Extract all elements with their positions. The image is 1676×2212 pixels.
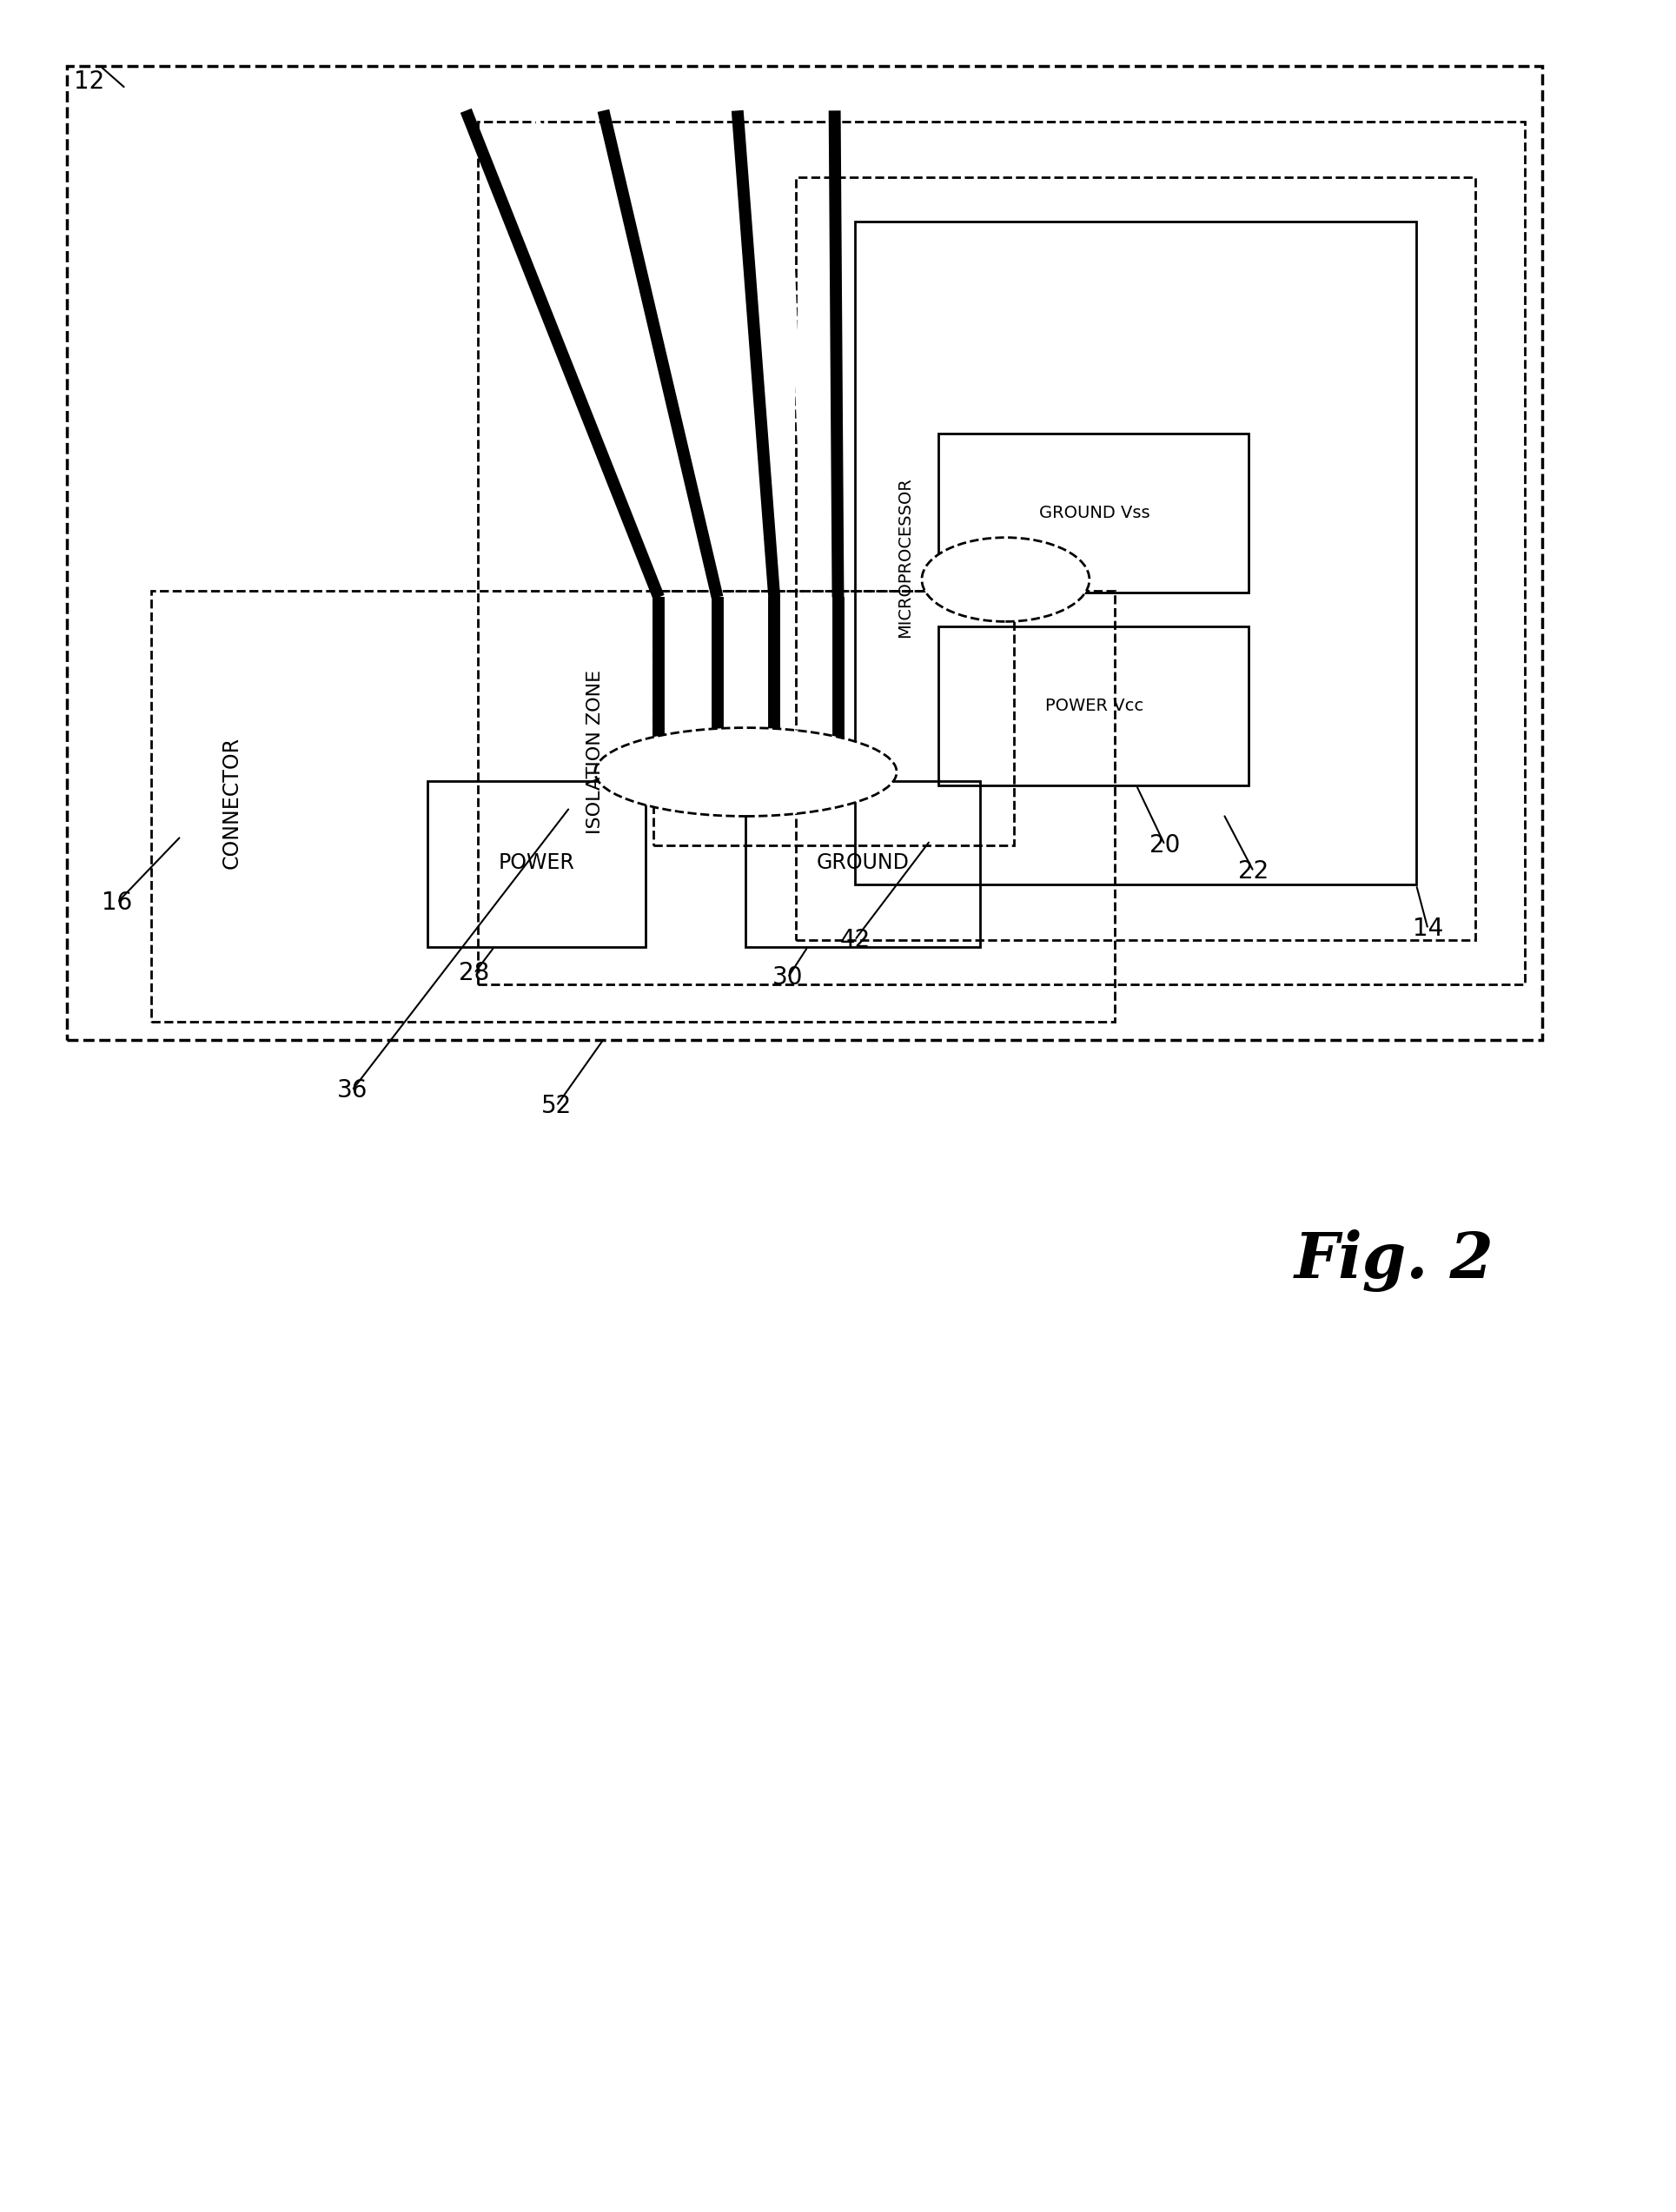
Text: MICROPROCESSOR: MICROPROCESSOR bbox=[897, 478, 913, 637]
Text: 22: 22 bbox=[1239, 860, 1269, 883]
Bar bbox=[654, 591, 1014, 845]
Text: ISOLATION ZONE: ISOLATION ZONE bbox=[587, 670, 603, 834]
Bar bbox=[746, 781, 980, 947]
Ellipse shape bbox=[922, 538, 1089, 622]
Text: GROUND: GROUND bbox=[816, 852, 910, 874]
Text: 42: 42 bbox=[840, 929, 870, 951]
Bar bbox=[151, 591, 1115, 1022]
Bar bbox=[67, 66, 1542, 1040]
Text: CONNECTOR: CONNECTOR bbox=[221, 737, 241, 869]
Text: POWER Vcc: POWER Vcc bbox=[1046, 697, 1143, 714]
Text: 12: 12 bbox=[74, 71, 104, 93]
Ellipse shape bbox=[595, 728, 897, 816]
Text: 16: 16 bbox=[102, 891, 132, 914]
Text: 20: 20 bbox=[1150, 834, 1180, 856]
Text: Fig. 2: Fig. 2 bbox=[1294, 1230, 1495, 1292]
Bar bbox=[939, 626, 1249, 785]
Text: 52: 52 bbox=[541, 1095, 572, 1117]
Text: GROUND Vss: GROUND Vss bbox=[1039, 504, 1150, 522]
Text: POWER: POWER bbox=[498, 852, 575, 874]
Bar bbox=[478, 122, 1525, 984]
Bar bbox=[939, 434, 1249, 593]
Bar bbox=[855, 221, 1416, 885]
Bar bbox=[427, 781, 645, 947]
Text: 28: 28 bbox=[459, 962, 489, 984]
Text: 36: 36 bbox=[337, 1079, 367, 1102]
Text: 14: 14 bbox=[1413, 918, 1443, 940]
Bar bbox=[796, 177, 1475, 940]
Text: 30: 30 bbox=[773, 967, 803, 989]
